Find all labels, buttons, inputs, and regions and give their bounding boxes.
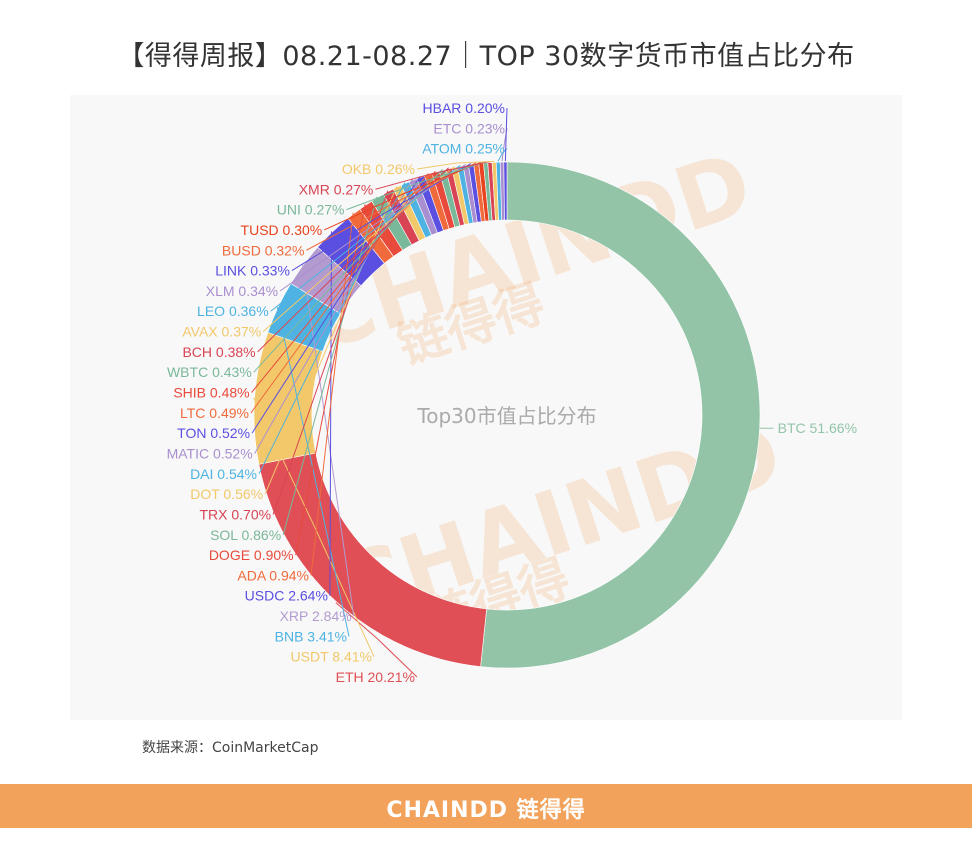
label-leader-lines: [250, 107, 774, 678]
leader-line-shib: [251, 170, 436, 393]
leader-line-hbar: [504, 107, 508, 162]
leader-line-dai: [258, 182, 406, 475]
leader-line-link: [291, 163, 472, 271]
leader-line-ltc: [250, 173, 429, 414]
label-doge: DOGE 0.90%: [209, 547, 294, 563]
label-dai: DAI 0.54%: [190, 466, 257, 482]
leader-line-sol: [282, 196, 378, 535]
leader-line-uni: [346, 161, 486, 211]
label-leo: LEO 0.36%: [197, 303, 269, 319]
label-trx: TRX 0.70%: [199, 506, 271, 522]
label-bch: BCH 0.38%: [182, 344, 255, 360]
slice-btc: [480, 161, 761, 669]
leader-line-xrp: [302, 264, 355, 617]
footer-bar: CHAINDD 链得得: [0, 784, 972, 828]
leader-line-eth: [335, 602, 418, 678]
label-xrp: XRP 2.84%: [280, 608, 352, 624]
label-xlm: XLM 0.34%: [206, 283, 278, 299]
label-matic: MATIC 0.52%: [167, 445, 253, 461]
label-shib: SHIB 0.48%: [173, 385, 249, 401]
leader-line-usdc: [329, 231, 332, 596]
data-source-note: 数据来源：CoinMarketCap: [142, 740, 319, 756]
footer-brand-logo: CHAINDD 链得得: [386, 798, 586, 823]
leader-line-usdt: [253, 397, 375, 657]
label-ada: ADA 0.94%: [237, 567, 309, 583]
label-sol: SOL 0.86%: [210, 527, 281, 543]
label-okb: OKB 0.26%: [342, 161, 415, 177]
label-ltc: LTC 0.49%: [180, 405, 249, 421]
slice-labels: BTC 51.66% ETH 20.21% USDT 8.41% BNB 3.41% X…: [167, 100, 857, 685]
label-btc: BTC 51.66%: [778, 420, 857, 436]
label-xmr: XMR 0.27%: [299, 181, 374, 197]
label-wbtc: WBTC 0.43%: [167, 364, 252, 380]
label-usdt: USDT 8.41%: [291, 649, 372, 665]
leader-line-busd: [306, 162, 477, 251]
leader-line-trx: [272, 190, 389, 515]
leader-line-okb: [416, 160, 495, 170]
chart-title: 【得得周报】08.21-08.27｜TOP 30数字货币市值占比分布: [117, 41, 855, 72]
label-avax: AVAX 0.37%: [182, 324, 261, 340]
label-hbar: HBAR 0.20%: [423, 100, 505, 116]
donut-center-label: Top30市值占比分布: [416, 404, 596, 428]
label-etc: ETC 0.23%: [433, 120, 505, 136]
label-uni: UNI 0.27%: [277, 202, 345, 218]
label-ton: TON 0.52%: [177, 425, 250, 441]
leader-line-ada: [310, 212, 354, 576]
label-eth: ETH 20.21%: [336, 669, 415, 685]
label-tusd: TUSD 0.30%: [241, 222, 323, 238]
label-atom: ATOM 0.25%: [422, 141, 505, 157]
slice-hbar: [503, 161, 508, 221]
leader-line-xmr: [375, 161, 490, 190]
label-dot: DOT 0.56%: [190, 486, 263, 502]
label-bnb: BNB 3.41%: [275, 628, 347, 644]
label-busd: BUSD 0.32%: [222, 242, 304, 258]
leader-line-tusd: [324, 161, 482, 231]
leader-line-doge: [295, 204, 366, 556]
label-link: LINK 0.33%: [215, 263, 290, 279]
label-usdc: USDC 2.64%: [245, 588, 328, 604]
